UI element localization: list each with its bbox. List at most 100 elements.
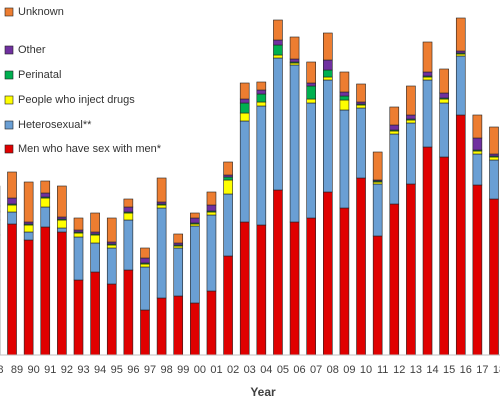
bar-segment [223,255,233,356]
bar-segment [289,36,300,60]
bar-segment [239,82,250,100]
x-tick-label: 98 [160,364,172,376]
legend-label: Men who have sex with men* [18,143,162,155]
bar-segment [273,54,283,59]
bar-segment [173,245,184,249]
bar-segment [140,263,150,268]
bar-segment [40,226,51,356]
bar-segment [389,203,400,356]
x-tick-label: 8 [0,364,3,376]
bar-segment [339,91,350,97]
bar-segment [190,223,200,227]
bar-segment [455,114,466,356]
bar-segment [439,102,449,158]
bar-segment [40,180,51,194]
bar-segment [489,156,499,161]
bar-segment [439,92,449,99]
bar-segment [489,159,499,200]
bar-segment [40,192,51,198]
x-tick-label: 96 [127,364,139,376]
legend-swatch [4,120,14,130]
bar-segment [256,93,267,103]
bar-segment [422,146,433,356]
bar-segment [372,181,383,185]
bar-segment [339,207,350,356]
bar-segment [57,216,67,220]
bar-segment [356,104,366,109]
bar-segment [339,95,350,101]
bar-segment [190,212,200,219]
bar-segment [23,239,34,356]
bar-segment [256,101,267,107]
legend-swatch [4,95,14,105]
bar-segment [140,309,150,356]
bar-segment [90,234,100,244]
bar-segment [472,114,483,139]
bar-segment [322,79,333,193]
bar-segment [90,242,100,273]
x-tick-label: 02 [227,364,239,376]
bar-segment [190,225,200,304]
bar-segment [322,76,333,81]
x-tick-label: 95 [111,364,123,376]
bar-segment [422,71,433,77]
bar-segment [140,266,150,311]
bar-segment [472,150,483,155]
bar-segment [23,224,34,233]
bar-segment [223,179,233,195]
x-tick-label: 91 [44,364,56,376]
bar-segment [422,41,433,73]
bar-segment [7,171,17,199]
bar-segment [406,85,416,116]
bar-segment [356,177,366,356]
x-tick-label: 07 [310,364,322,376]
bar-segment [306,85,316,100]
x-tick-label: 15 [443,364,455,376]
bar-segment [472,184,483,356]
bar-segment [306,61,316,84]
x-tick-label: 12 [393,364,405,376]
legend-label: Heterosexual** [18,119,92,131]
bar-segment [156,177,167,203]
bar-segment [472,153,483,186]
bar-segment [40,197,51,208]
bar-segment [156,204,167,209]
bar-segment [422,76,433,81]
x-tick-label: 94 [94,364,106,376]
bar-segment [339,71,350,93]
x-tick-label: 92 [61,364,73,376]
bar-segment [439,98,449,104]
bar-segment [206,290,217,356]
x-tick-label: 05 [277,364,289,376]
bar-segment [406,122,416,185]
bar-segment [322,191,333,356]
bar-segment [206,214,217,292]
bar-segment [173,247,184,297]
bar-segment [140,247,150,259]
x-tick-label: 13 [410,364,422,376]
x-tick-label: 09 [343,364,355,376]
legend-label: Other [18,44,46,56]
bar-segment [57,185,67,218]
bar-segment [406,183,416,356]
bar-segment [73,236,84,281]
bar-segment [206,204,217,212]
legend-swatch [4,70,14,80]
x-tick-label: 90 [28,364,40,376]
bar-segment [90,271,100,356]
bar-segment [489,126,499,155]
x-tick-label: 00 [194,364,206,376]
bar-segment [106,241,117,245]
bar-segment [23,221,34,225]
bar-segment [190,302,200,356]
bar-segment [455,17,466,52]
bar-segment [23,231,34,241]
bar-segment [106,247,117,285]
bar-segment [273,39,283,46]
bar-segment [322,32,333,61]
bar-segment [156,201,167,205]
bar-segment [356,101,366,105]
x-tick-label: 10 [360,364,372,376]
bar-segment [273,19,283,41]
